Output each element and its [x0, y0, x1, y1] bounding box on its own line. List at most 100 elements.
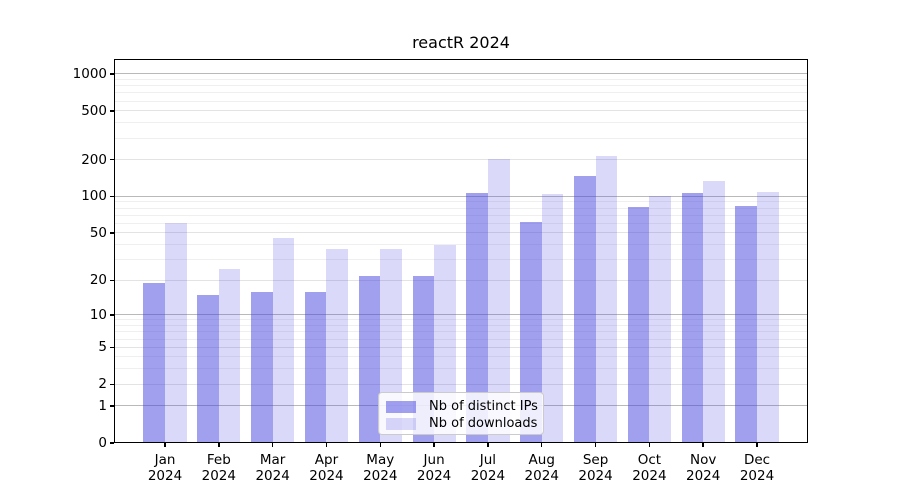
- gridline-100: [114, 195, 808, 197]
- gridline-200: [114, 159, 808, 161]
- bar-nb-of-downloads-mar: [272, 238, 295, 443]
- gridline-60: [114, 222, 808, 224]
- legend-item-downloads: Nb of downloads: [386, 415, 538, 432]
- gridline-5: [114, 346, 808, 348]
- x-tick-label-mar: Mar 2024: [255, 452, 290, 484]
- chart-title: reactR 2024: [412, 33, 510, 52]
- bar-nb-of-distinct-ips-jan: [143, 282, 165, 443]
- bar-nb-of-downloads-feb: [218, 268, 241, 443]
- gridline-2: [114, 383, 808, 385]
- bar-nb-of-downloads-aug: [541, 193, 564, 443]
- gridline-50: [114, 232, 808, 234]
- y-tick-label-1: 1: [98, 397, 107, 414]
- x-tick-label-feb: Feb 2024: [201, 452, 236, 484]
- y-tick-mark-0: [110, 442, 114, 444]
- bar-nb-of-distinct-ips-may: [358, 275, 381, 443]
- bar-nb-of-downloads-dec: [757, 192, 779, 443]
- y-tick-mark-20: [110, 279, 114, 282]
- y-tick-label-500: 500: [81, 102, 107, 119]
- gridline-10: [114, 314, 808, 316]
- gridline-30: [114, 259, 808, 260]
- bar-nb-of-distinct-ips-feb: [197, 294, 219, 443]
- legend-item-distinct-ips: Nb of distinct IPs: [386, 398, 538, 415]
- gridline-90: [114, 201, 808, 203]
- x-tick-label-may: May 2024: [363, 452, 398, 484]
- x-tick-mark-sep: [594, 443, 597, 447]
- gridline-20: [114, 279, 808, 281]
- x-tick-label-jul: Jul 2024: [470, 452, 506, 484]
- x-tick-mark-jul: [487, 443, 489, 447]
- x-tick-mark-feb: [218, 443, 220, 447]
- legend-label-downloads: Nb of downloads: [429, 415, 538, 431]
- y-tick-label-100: 100: [81, 188, 107, 205]
- x-tick-mark-may: [379, 443, 382, 447]
- gridline-6: [114, 338, 808, 340]
- y-tick-label-0: 0: [98, 435, 107, 451]
- bar-nb-of-distinct-ips-aug: [520, 221, 542, 443]
- y-tick-mark-500: [110, 110, 114, 112]
- x-tick-label-dec: Dec 2024: [739, 452, 775, 484]
- legend: Nb of distinct IPs Nb of downloads: [378, 392, 544, 435]
- x-tick-label-oct: Oct 2024: [632, 452, 667, 484]
- y-tick-label-200: 200: [81, 151, 107, 168]
- gridline-500: [114, 110, 808, 112]
- bar-nb-of-distinct-ips-mar: [251, 291, 273, 443]
- x-tick-mark-mar: [271, 443, 274, 447]
- bar-nb-of-downloads-jan: [165, 222, 187, 443]
- x-tick-label-aug: Aug 2024: [524, 452, 559, 484]
- bar-nb-of-downloads-jul: [487, 158, 510, 443]
- legend-swatch-downloads: [386, 417, 416, 430]
- gridline-8: [114, 325, 808, 327]
- y-tick-label-50: 50: [89, 224, 107, 241]
- y-tick-label-20: 20: [89, 272, 107, 289]
- y-tick-label-10: 10: [89, 306, 107, 323]
- bar-nb-of-distinct-ips-apr: [304, 291, 327, 443]
- x-tick-mark-oct: [648, 443, 651, 447]
- y-tick-label-5: 5: [98, 339, 107, 356]
- x-tick-mark-nov: [702, 443, 704, 447]
- bar-nb-of-downloads-apr: [326, 248, 349, 443]
- y-tick-mark-1000: [110, 73, 114, 75]
- bar-nb-of-distinct-ips-dec: [735, 205, 757, 443]
- y-tick-mark-5: [110, 346, 114, 348]
- x-tick-label-sep: Sep 2024: [578, 452, 613, 484]
- bar-nb-of-distinct-ips-oct: [627, 206, 650, 443]
- gridline-70: [114, 214, 808, 216]
- x-tick-mark-jun: [433, 443, 435, 447]
- x-tick-label-nov: Nov 2024: [686, 452, 721, 484]
- x-tick-mark-aug: [540, 443, 543, 447]
- x-tick-mark-dec: [756, 443, 758, 447]
- bar-nb-of-distinct-ips-jul: [466, 192, 488, 443]
- gridline-9: [114, 319, 808, 321]
- legend-swatch-distinct-ips: [386, 400, 416, 413]
- y-tick-mark-100: [110, 195, 114, 198]
- bar-nb-of-downloads-oct: [649, 195, 671, 443]
- gridline-300: [114, 137, 808, 139]
- gridline-400: [114, 122, 808, 124]
- x-tick-label-jan: Jan 2024: [147, 452, 183, 484]
- plot-area: [114, 59, 808, 443]
- gridline-80: [114, 207, 808, 209]
- gridline-600: [114, 100, 808, 102]
- gridline-4: [114, 356, 808, 358]
- legend-label-distinct-ips: Nb of distinct IPs: [429, 398, 538, 414]
- bar-nb-of-distinct-ips-nov: [681, 192, 704, 443]
- gridline-1000: [114, 73, 808, 75]
- y-tick-mark-200: [110, 158, 114, 161]
- y-tick-label-1000: 1000: [72, 65, 107, 82]
- bar-nb-of-distinct-ips-sep: [573, 176, 596, 443]
- gridline-700: [114, 92, 808, 94]
- x-tick-mark-jan: [164, 443, 166, 447]
- x-tick-mark-apr: [325, 443, 328, 447]
- y-tick-mark-2: [110, 383, 114, 386]
- y-tick-mark-1: [110, 405, 114, 407]
- gridline-900: [114, 78, 808, 80]
- bar-nb-of-downloads-sep: [595, 155, 618, 443]
- x-tick-label-apr: Apr 2024: [309, 452, 344, 484]
- y-tick-label-2: 2: [98, 376, 107, 393]
- gridline-800: [114, 85, 808, 87]
- y-tick-mark-10: [110, 314, 114, 316]
- gridline-3: [114, 368, 808, 370]
- y-tick-mark-50: [110, 232, 114, 234]
